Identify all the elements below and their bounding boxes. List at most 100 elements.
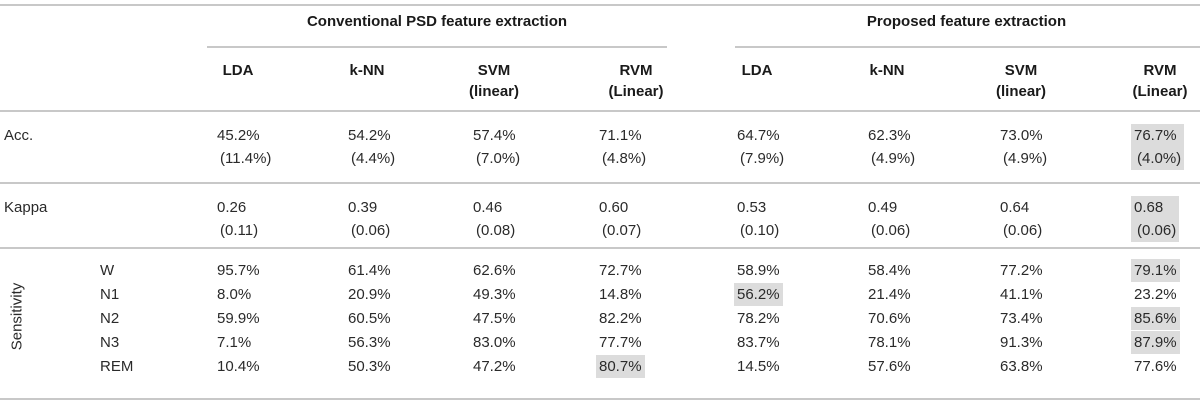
sensitivity-cell: 14.8% bbox=[599, 286, 642, 303]
stage-label: REM bbox=[100, 358, 134, 375]
group-rule-conventional bbox=[207, 46, 667, 48]
column-header-name: k-NN bbox=[349, 62, 385, 79]
sensitivity-cell: 56.3% bbox=[348, 334, 391, 351]
std-dev: (7.0%) bbox=[476, 150, 521, 167]
sensitivity-cell: 78.2% bbox=[737, 310, 780, 327]
sensitivity-cell: 58.4% bbox=[868, 262, 911, 279]
kappa-cell: 0.53 (0.10) bbox=[734, 196, 782, 242]
acc-cell: 64.7% (7.9%) bbox=[734, 124, 787, 170]
value: 64.7% bbox=[737, 127, 780, 144]
sensitivity-cell: 62.6% bbox=[473, 262, 516, 279]
sensitivity-cell: 83.7% bbox=[737, 334, 780, 351]
sensitivity-cell: 73.4% bbox=[1000, 310, 1043, 327]
sensitivity-cell: 70.6% bbox=[868, 310, 911, 327]
row-label-kappa: Kappa bbox=[4, 199, 48, 216]
sensitivity-cell: 20.9% bbox=[348, 286, 391, 303]
kappa-cell: 0.39 (0.06) bbox=[345, 196, 393, 242]
sensitivity-cell: 72.7% bbox=[599, 262, 642, 279]
sensitivity-cell: 50.3% bbox=[348, 358, 391, 375]
sensitivity-cell: 58.9% bbox=[737, 262, 780, 279]
sensitivity-cell: 78.1% bbox=[868, 334, 911, 351]
stage-label: N3 bbox=[100, 334, 120, 351]
std-dev: (0.08) bbox=[476, 222, 516, 239]
kappa-rule bbox=[0, 247, 1200, 249]
column-header-subtitle: (linear) bbox=[468, 83, 519, 100]
value: 0.64 bbox=[1000, 199, 1030, 216]
kappa-cell: 0.60 (0.07) bbox=[596, 196, 644, 242]
sensitivity-cell: 60.5% bbox=[348, 310, 391, 327]
group-header-conventional: Conventional PSD feature extraction bbox=[306, 13, 568, 30]
value: 0.46 bbox=[473, 199, 503, 216]
std-dev: (0.11) bbox=[220, 222, 259, 239]
sensitivity-cell: 8.0% bbox=[217, 286, 252, 303]
group-rule-proposed bbox=[735, 46, 1200, 48]
value: 71.1% bbox=[599, 127, 642, 144]
std-dev: (0.06) bbox=[351, 222, 391, 239]
std-dev: (0.06) bbox=[1003, 222, 1043, 239]
header-rule bbox=[0, 110, 1200, 112]
std-dev: (4.0%) bbox=[1137, 150, 1182, 167]
column-header-name: SVM bbox=[1004, 62, 1038, 79]
stage-label: N1 bbox=[100, 286, 120, 303]
value: 54.2% bbox=[348, 127, 391, 144]
sensitivity-cell: 10.4% bbox=[217, 358, 260, 375]
stage-label: N2 bbox=[100, 310, 120, 327]
std-dev: (4.8%) bbox=[602, 150, 647, 167]
sensitivity-cell: 7.1% bbox=[217, 334, 252, 351]
sensitivity-cell: 57.6% bbox=[868, 358, 911, 375]
sensitivity-cell: 79.1% bbox=[1131, 259, 1180, 282]
std-dev: (0.06) bbox=[871, 222, 911, 239]
sensitivity-cell: 80.7% bbox=[596, 355, 645, 378]
column-header-name: k-NN bbox=[869, 62, 905, 79]
row-label-acc: Acc. bbox=[4, 127, 34, 144]
column-header-name: LDA bbox=[741, 62, 773, 79]
std-dev: (0.07) bbox=[602, 222, 642, 239]
value: 0.60 bbox=[599, 199, 629, 216]
sensitivity-cell: 91.3% bbox=[1000, 334, 1043, 351]
sensitivity-cell: 49.3% bbox=[473, 286, 516, 303]
sensitivity-cell: 85.6% bbox=[1131, 307, 1180, 330]
acc-cell: 54.2% (4.4%) bbox=[345, 124, 398, 170]
sensitivity-cell: 14.5% bbox=[737, 358, 780, 375]
kappa-cell: 0.46 (0.08) bbox=[470, 196, 518, 242]
kappa-cell: 0.68 (0.06) bbox=[1131, 196, 1180, 242]
std-dev: (11.4%) bbox=[220, 150, 272, 167]
column-header-subtitle: (Linear) bbox=[608, 83, 664, 100]
column-header-name: RVM bbox=[1143, 62, 1177, 79]
std-dev: (4.9%) bbox=[1003, 150, 1048, 167]
std-dev: (0.10) bbox=[740, 222, 780, 239]
value: 0.26 bbox=[217, 199, 247, 216]
std-dev: (4.9%) bbox=[871, 150, 916, 167]
value: 0.53 bbox=[737, 199, 767, 216]
kappa-cell: 0.26 (0.11) bbox=[214, 196, 261, 242]
sensitivity-cell: 47.5% bbox=[473, 310, 516, 327]
value: 0.49 bbox=[868, 199, 898, 216]
kappa-cell: 0.64 (0.06) bbox=[997, 196, 1045, 242]
kappa-cell: 0.49 (0.06) bbox=[865, 196, 913, 242]
acc-rule bbox=[0, 182, 1200, 184]
sensitivity-cell: 87.9% bbox=[1131, 331, 1180, 354]
std-dev: (0.06) bbox=[1137, 222, 1177, 239]
sensitivity-cell: 95.7% bbox=[217, 262, 260, 279]
row-label-sensitivity: Sensitivity bbox=[8, 282, 26, 351]
column-header-name: SVM bbox=[477, 62, 511, 79]
value: 62.3% bbox=[868, 127, 911, 144]
sensitivity-cell: 63.8% bbox=[1000, 358, 1043, 375]
column-header-subtitle: (linear) bbox=[995, 83, 1046, 100]
value: 57.4% bbox=[473, 127, 516, 144]
sensitivity-cell: 59.9% bbox=[217, 310, 260, 327]
sensitivity-cell: 56.2% bbox=[734, 283, 783, 306]
std-dev: (7.9%) bbox=[740, 150, 785, 167]
value: 0.68 bbox=[1134, 199, 1164, 216]
acc-cell: 73.0% (4.9%) bbox=[997, 124, 1050, 170]
sensitivity-cell: 21.4% bbox=[868, 286, 911, 303]
sensitivity-cell: 82.2% bbox=[599, 310, 642, 327]
sensitivity-cell: 23.2% bbox=[1134, 286, 1177, 303]
std-dev: (4.4%) bbox=[351, 150, 396, 167]
sensitivity-cell: 83.0% bbox=[473, 334, 516, 351]
value: 0.39 bbox=[348, 199, 378, 216]
top-rule bbox=[0, 4, 1200, 6]
sensitivity-cell: 77.2% bbox=[1000, 262, 1043, 279]
column-header-name: RVM bbox=[619, 62, 653, 79]
